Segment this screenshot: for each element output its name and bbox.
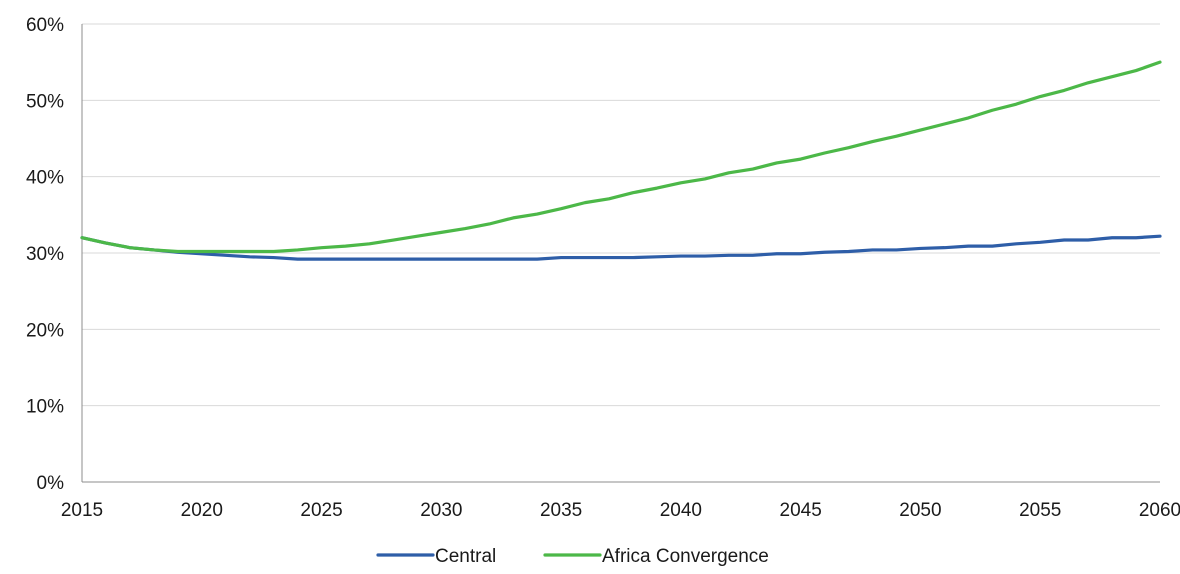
y-tick-label: 10% [26, 397, 64, 418]
y-axis-tick-labels: 0% 10% 20% 30% 40% 50% 60% [26, 15, 64, 494]
y-tick-label: 0% [37, 473, 65, 494]
gridlines [82, 23, 1160, 407]
x-tick-label: 2015 [61, 500, 103, 521]
x-tick-label: 2050 [899, 500, 941, 521]
x-tick-label: 2045 [780, 500, 822, 521]
series-line-africa-convergence [80, 60, 1162, 254]
axes [81, 24, 1160, 483]
series-lines [80, 60, 1162, 261]
series-line-central [80, 234, 1162, 261]
x-tick-label: 2060 [1139, 500, 1180, 521]
y-tick-label: 20% [26, 320, 64, 341]
x-tick-label: 2055 [1019, 500, 1061, 521]
x-tick-label: 2040 [660, 500, 702, 521]
legend-label-africa-convergence: Africa Convergence [602, 546, 769, 567]
x-tick-label: 2025 [300, 500, 342, 521]
legend: Central Africa Convergence [376, 546, 769, 567]
y-tick-label: 30% [26, 244, 64, 265]
y-tick-label: 50% [26, 91, 64, 112]
x-tick-label: 2030 [420, 500, 462, 521]
x-tick-label: 2035 [540, 500, 582, 521]
y-tick-label: 60% [26, 15, 64, 36]
legend-label-central: Central [435, 546, 496, 567]
x-axis-tick-labels: 2015 2020 2025 2030 2035 2040 2045 2050 2055 2060 [61, 500, 1180, 521]
x-tick-label: 2020 [181, 500, 223, 521]
y-tick-label: 40% [26, 168, 64, 189]
